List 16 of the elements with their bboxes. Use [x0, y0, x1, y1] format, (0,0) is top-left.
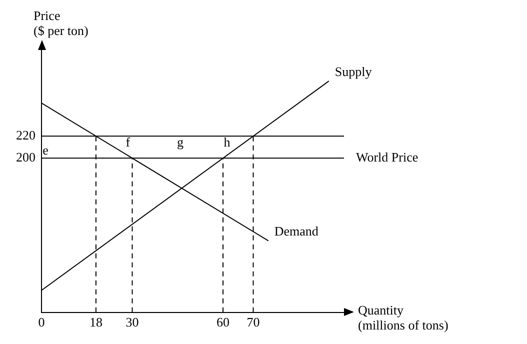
y-tick-label: 220: [16, 128, 36, 143]
x-tick-label: 18: [89, 314, 102, 330]
x-tick-label: 60: [216, 314, 230, 330]
annotation: f: [126, 134, 131, 150]
annotation: h: [224, 134, 231, 150]
x-tick-label: 70: [246, 314, 260, 330]
x-tick-label: 30: [126, 314, 139, 330]
series-label: Demand: [274, 224, 319, 239]
y-tick-label: 200: [16, 150, 36, 165]
x-tick-label: 0: [38, 314, 45, 330]
ref-line-label: World Price: [356, 150, 418, 165]
series-label: Supply: [334, 64, 372, 79]
x-axis-title: Quantity (millions of tons): [358, 302, 448, 332]
y-axis-title: Price ($ per ton): [34, 8, 88, 38]
annotation: g: [177, 134, 184, 150]
annotation: e: [42, 142, 49, 158]
